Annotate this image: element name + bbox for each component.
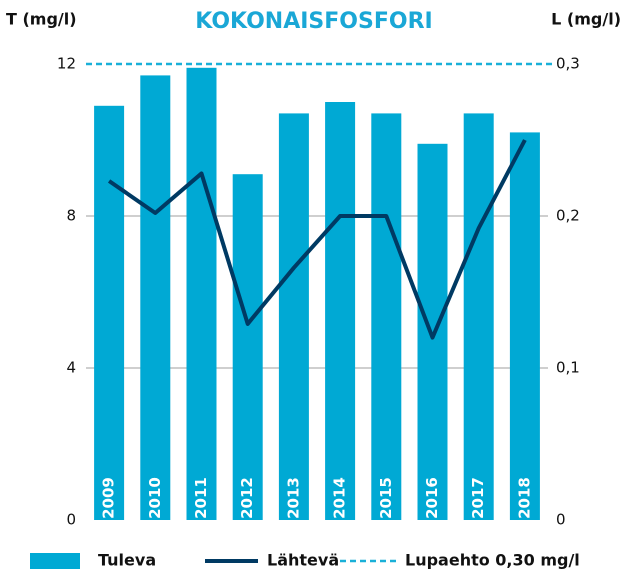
x-tick-label: 2012 [238,477,256,519]
y-tick-label: 12 [57,55,76,73]
x-tick-label: 2011 [192,477,210,519]
legend-label: Lupaehto 0,30 mg/l [405,551,580,570]
y-tick-label: 0 [66,511,76,529]
y-axis-label: T (mg/l) [6,10,77,29]
x-tick-label: 2016 [423,477,441,519]
x-tick-label: 2018 [515,477,533,519]
y2-tick-label: 0,1 [556,359,580,377]
y2-tick-label: 0 [556,511,566,529]
bar [94,105,125,521]
legend-swatch [30,553,80,569]
y2-tick-label: 0,3 [556,55,580,73]
bar [463,113,494,521]
bar [278,113,309,521]
legend-label: Lähtevä [267,551,339,570]
bar [140,75,171,521]
x-tick-label: 2010 [146,477,164,519]
bar [232,174,263,520]
chart-title: KOKONAISFOSFORI [195,9,432,34]
bar [186,67,217,521]
x-tick-label: 2017 [469,477,487,519]
x-tick-label: 2009 [100,477,118,519]
x-tick-label: 2014 [331,477,349,519]
y-tick-label: 8 [66,207,76,225]
bar [371,113,402,521]
bar [417,143,448,521]
bar [325,102,356,520]
line [107,139,527,340]
x-tick-label: 2015 [377,477,395,519]
legend-label: Tuleva [98,551,156,570]
y2-axis-label: L (mg/l) [551,10,621,29]
y-tick-label: 4 [66,359,76,377]
y2-tick-label: 0,2 [556,207,580,225]
bar [509,132,540,520]
x-tick-label: 2013 [284,477,302,519]
